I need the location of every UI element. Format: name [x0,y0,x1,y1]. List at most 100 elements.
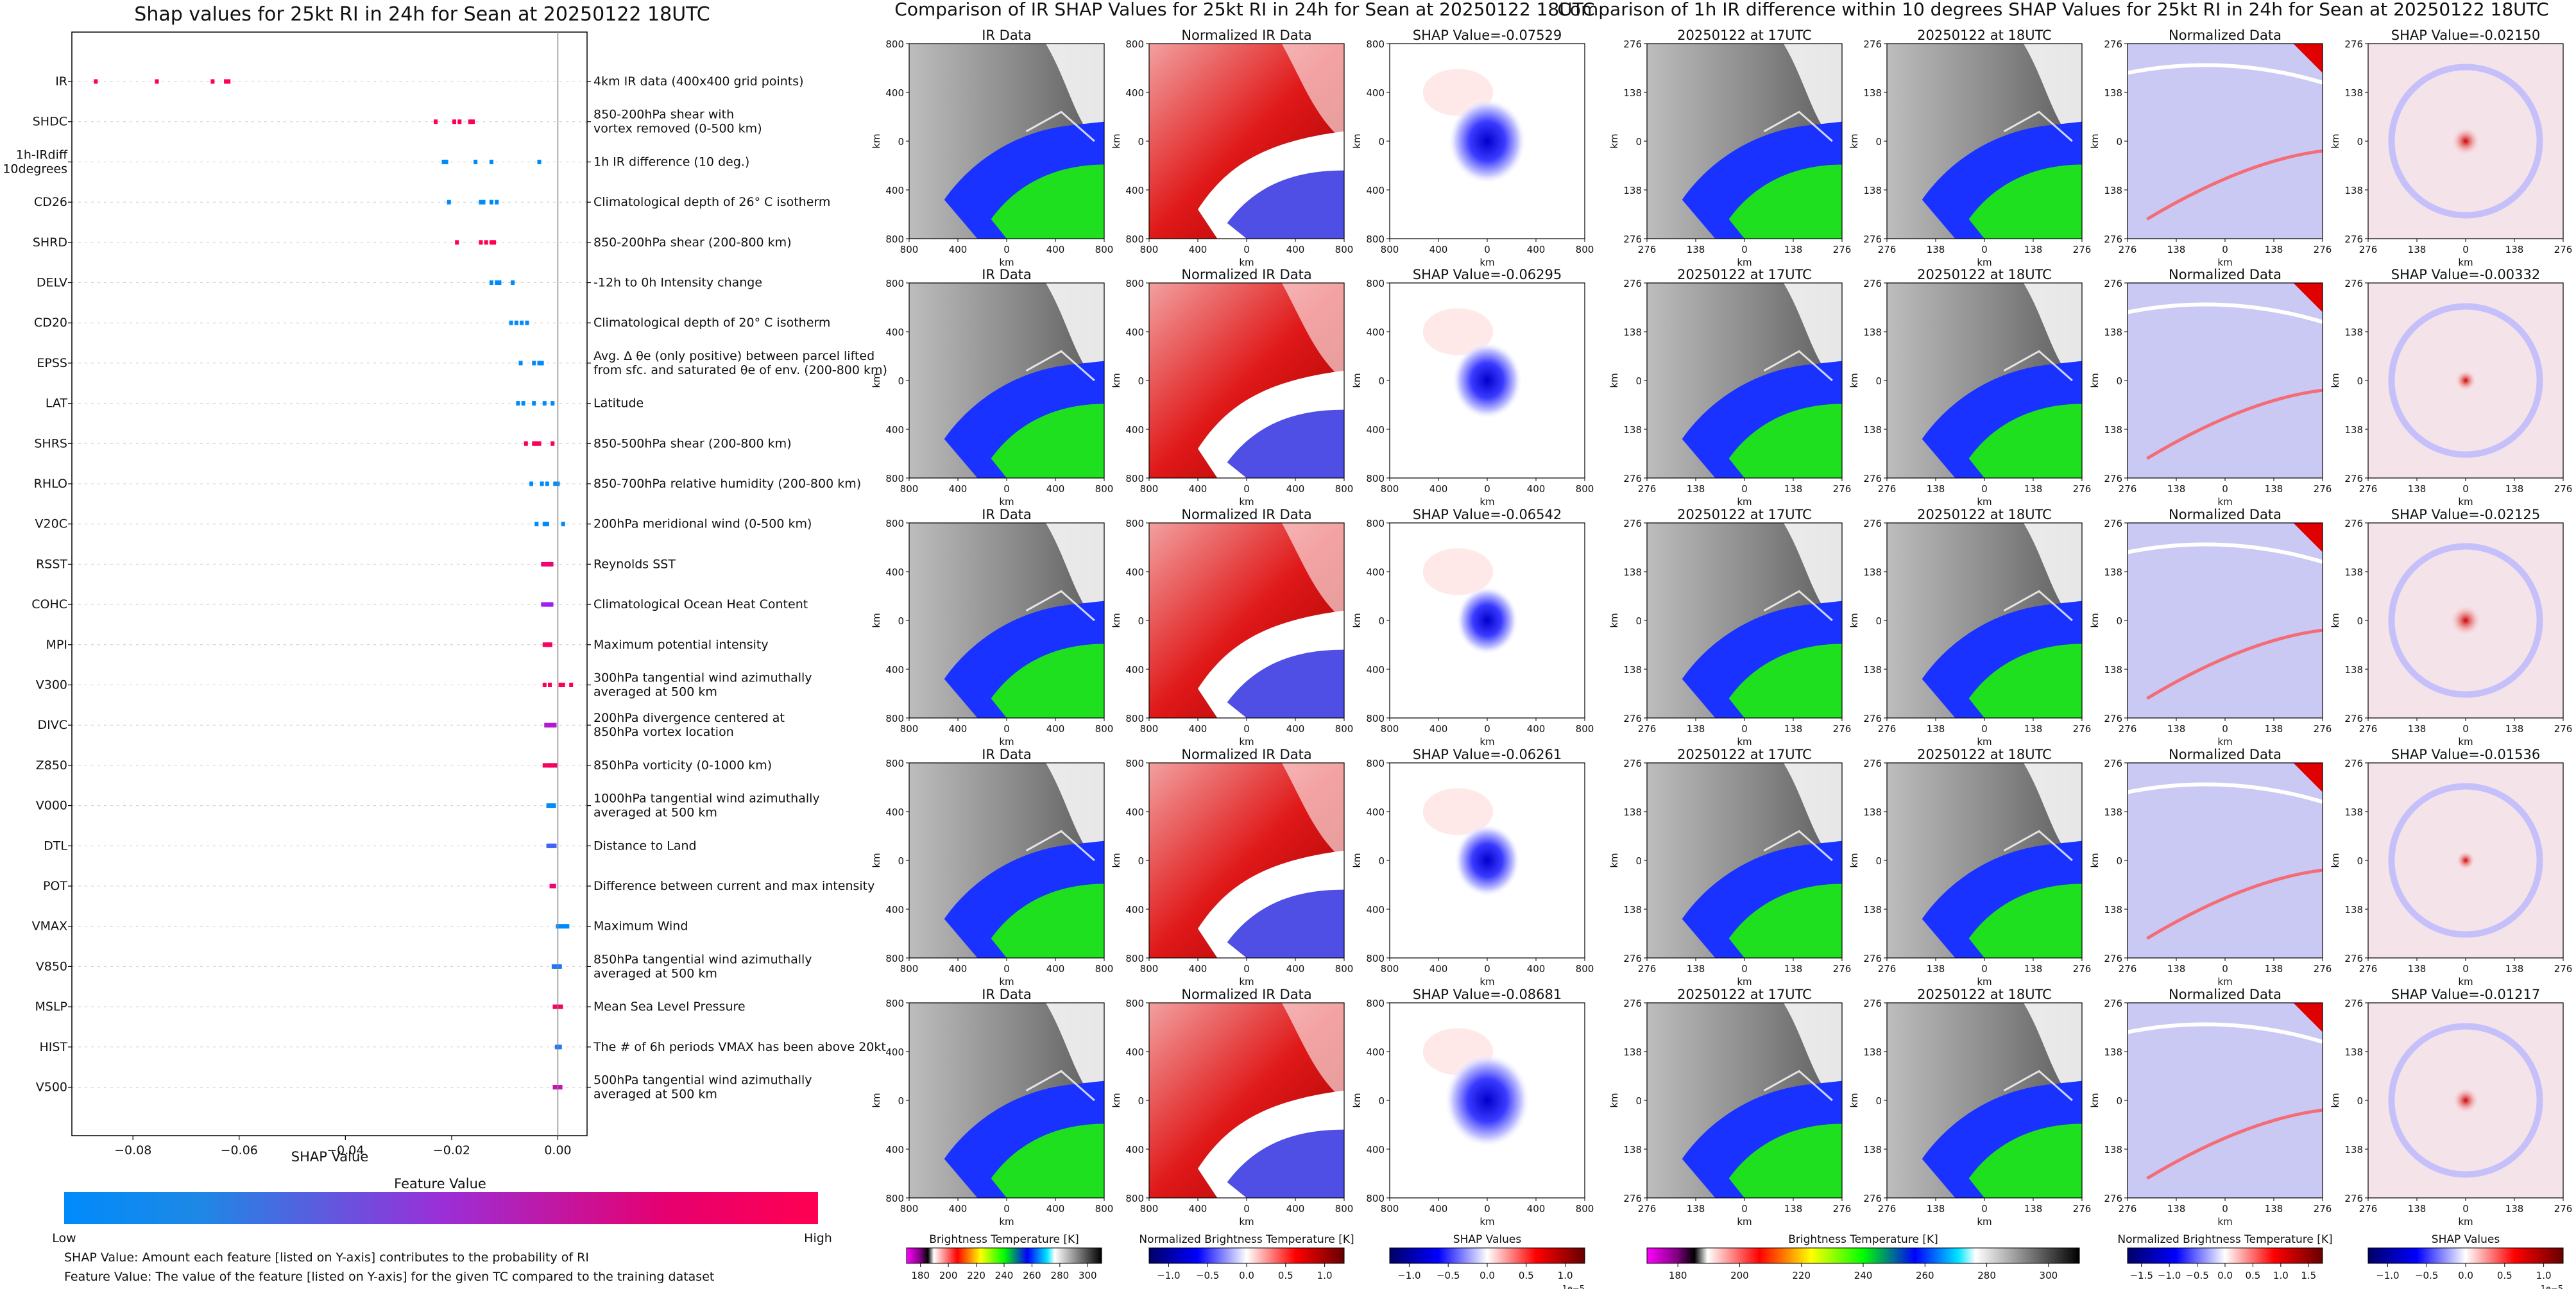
panel-ytick-label: 800 [1366,1193,1385,1204]
panel-xtick-label: 138 [2167,483,2186,495]
shap-point [525,320,529,325]
panel-ytick-label: 276 [2104,473,2122,484]
panel-ylabel: km [1351,1093,1363,1107]
panel-xtick-label: 800 [1335,1203,1354,1215]
panel-ylabel: km [2089,1093,2101,1107]
panel-xtick-label: 138 [2167,244,2186,255]
shap-point [497,280,502,285]
shap-point [558,1085,563,1089]
panel-xtick-label: 276 [1833,244,1852,255]
panel-ytick-label: 0 [2357,375,2363,387]
panel-ytick-label: 800 [1366,758,1385,769]
diff-grid-title: Comparison of 1h IR difference within 10… [1557,0,2548,20]
feature-label-rhlo: RHLO [34,477,67,491]
panel-xtick-label: 276 [2314,723,2332,735]
panel-ytick-label: 276 [2344,278,2363,289]
panel-ytick-label: 138 [1863,567,1882,578]
colorbar-tick-label: −1.0 [2158,1270,2181,1281]
panel-xtick-label: 400 [1189,963,1207,975]
panel-ytick-label: 0 [1138,136,1144,148]
panel-xtick-label: 138 [1784,723,1803,735]
panel-xtick-label: 138 [1687,483,1705,495]
panel-title: Normalized Data [2169,747,2282,762]
panel-xtick-label: 138 [2505,723,2524,735]
panel-ytick-label: 138 [2104,1046,2122,1058]
colorbar-strip [906,1247,1102,1264]
panel-xtick-label: 400 [1046,963,1065,975]
panel-xtick-label: 276 [2073,483,2092,495]
panel-xlabel: km [999,976,1014,987]
shap-point [481,200,486,205]
panel-ytick-label: 800 [885,713,904,724]
panel-title: SHAP Value=-0.00332 [2391,267,2541,282]
colorbar-tick-label: 300 [1079,1270,1097,1281]
panel-xtick-label: 0 [1981,244,1988,255]
shap-point [495,280,499,285]
panel-xtick-label: 276 [2359,963,2378,975]
panel-ytick-label: 276 [1623,1193,1642,1204]
panel-xtick-label: 800 [1335,963,1354,975]
panel-xtick-label: 138 [1784,244,1803,255]
panel-ytick-label: 138 [2104,87,2122,99]
shap-point [561,522,565,527]
panel-ytick-label: 138 [1623,904,1642,916]
panel-ytick-label: 400 [1125,424,1144,436]
shap-diff-core [2452,1087,2479,1114]
panel-ytick-label: 276 [2104,234,2122,245]
colorbar-strip [1646,1247,2080,1264]
feature-label-pot: POT [43,879,67,893]
feature-desc-6: Climatological depth of 20° C isotherm [593,316,830,330]
panel-ylabel: km [1351,853,1363,867]
shap-point [484,240,488,245]
panel-title: SHAP Value=-0.02150 [2391,28,2541,43]
panel-xtick-label: 0 [2222,244,2228,255]
colorbar-strip [2367,1247,2564,1264]
colorbar-2: SHAP Values −1.0 −0.5 0.0 0.5 1.0 1e−5 [1389,1233,1585,1289]
normalized-cloud-band [1281,763,1344,860]
panel-xtick-label: 138 [2265,963,2283,975]
panel-ytick-label: 138 [2344,424,2363,436]
normalized-storm-dark [1227,170,1344,239]
panel-ytick-label: 138 [1623,567,1642,578]
shap-point [546,763,550,768]
shap-point [516,401,520,406]
coldest-cloud-region [1968,644,2082,718]
shap-point [549,602,554,607]
panel-ytick-label: 138 [1863,185,1882,196]
panel-xtick-label: 400 [1527,244,1546,255]
panel-ytick-label: 0 [1378,375,1385,387]
shap-point [552,722,557,728]
beeswarm-title: Shap values for 25kt RI in 24h for Sean … [134,3,710,26]
colorbar-label: SHAP Values [2432,1233,2500,1246]
shap-point [546,843,550,848]
shap-diff-ring [2388,303,2543,458]
panel-title: SHAP Value=-0.06261 [1413,747,1562,762]
panel-xtick-label: 400 [1286,1203,1305,1215]
panel-ylabel: km [1608,1093,1620,1107]
colorbar-3: Brightness Temperature [K] 180 200 220 240 26… [1646,1233,2080,1281]
panel-ytick-label: 800 [1125,998,1144,1009]
colorbar-label: Normalized Brightness Temperature [K] [2117,1233,2332,1246]
shap-point [529,481,534,486]
panel-ytick-label: 400 [885,567,904,578]
shap-diff-ring [2388,1023,2543,1178]
panel-xtick-label: 800 [1140,483,1159,495]
shap-point [548,642,552,647]
panel-xtick-label: 276 [2119,1203,2137,1215]
panel-ytick-label: 276 [1623,473,1642,484]
feature-label-v300: V300 [36,678,67,692]
panel-ylabel: km [1111,853,1122,867]
feature-label-1h-irdiff-10degrees: 1h-IRdiff 10degrees [3,148,68,176]
panel-ytick-label: 0 [898,615,904,627]
feature-label-lat: LAT [46,397,68,411]
shap-negative-core [1454,824,1521,897]
panel-xtick-label: 276 [2359,1203,2378,1215]
panel-xtick-label: 400 [1527,1203,1546,1215]
panel-ytick-label: 0 [1378,136,1385,148]
panel-xlabel: km [1737,1216,1752,1227]
